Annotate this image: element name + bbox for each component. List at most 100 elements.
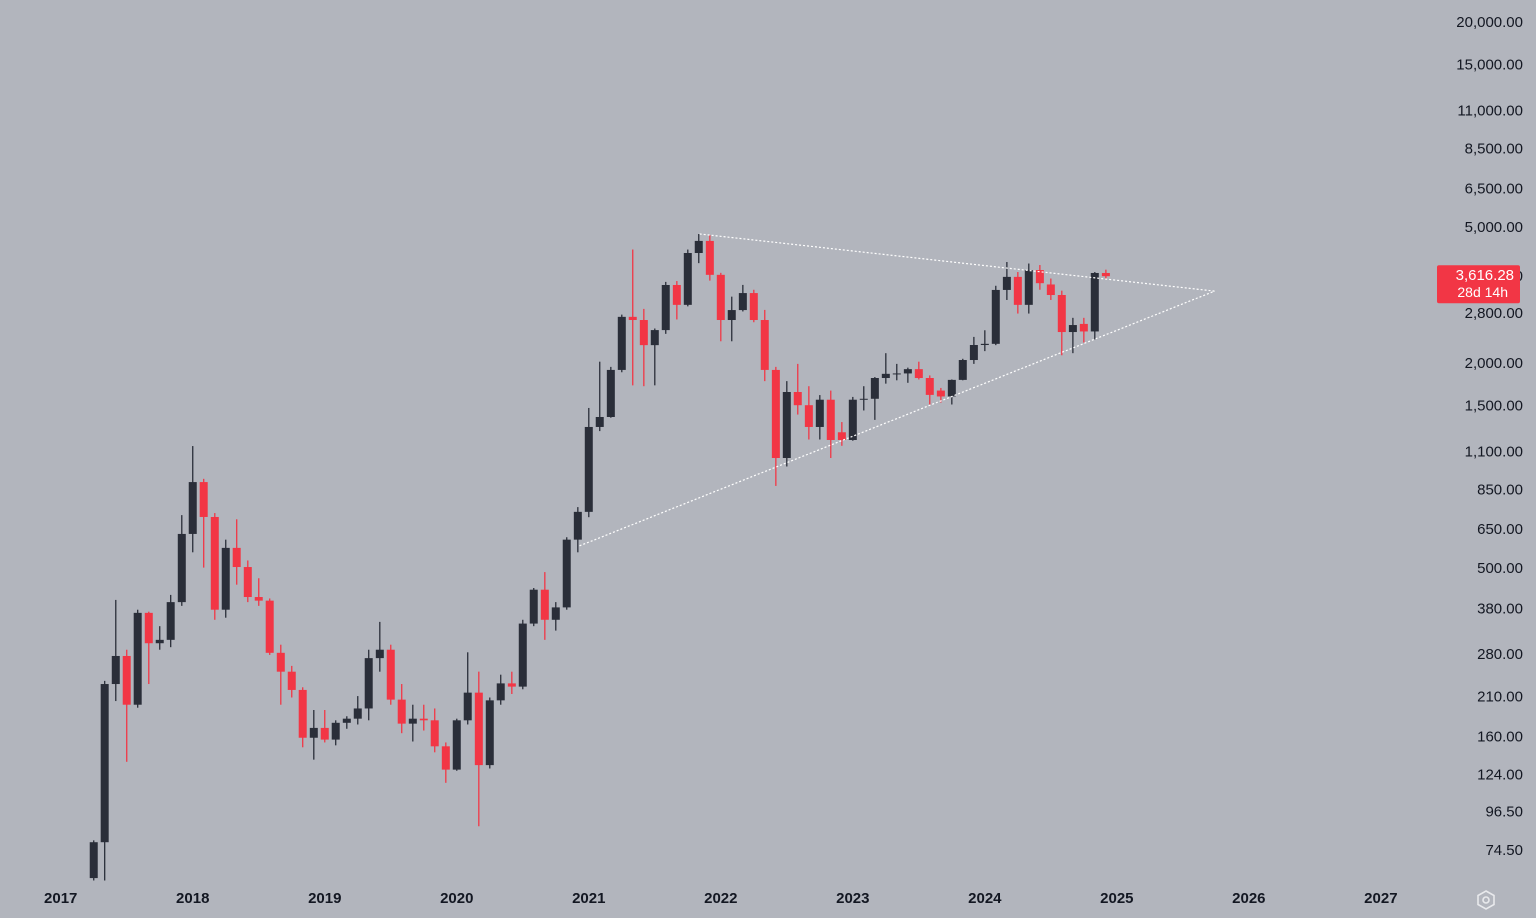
candle-body — [727, 310, 736, 321]
y-tick-label: 8,500.00 — [1465, 141, 1523, 158]
candle-body — [584, 426, 593, 512]
candle-body — [364, 658, 373, 709]
settings-circle[interactable] — [1482, 896, 1490, 904]
candle-body — [980, 343, 989, 346]
y-tick-label: 5,000.00 — [1465, 219, 1523, 236]
candle-body — [430, 720, 439, 747]
candle-body — [287, 671, 296, 690]
candle-body — [419, 718, 428, 721]
candle-body — [859, 398, 868, 400]
candle-body — [881, 373, 890, 379]
candle-body — [793, 392, 802, 406]
candle-body — [254, 597, 263, 601]
candle-body — [408, 718, 417, 724]
candle-body — [683, 253, 692, 305]
y-tick-label: 2,800.00 — [1465, 305, 1523, 322]
candle-body — [452, 720, 461, 770]
candle-body — [353, 708, 362, 719]
candle-body — [243, 567, 252, 598]
candle-body — [573, 511, 582, 540]
candle-body — [1057, 295, 1066, 333]
settings-icon[interactable] — [1477, 890, 1495, 910]
candle-body — [628, 316, 637, 321]
candle-body — [1035, 270, 1044, 284]
settings-hexagon[interactable] — [1477, 890, 1495, 910]
last-price-box — [1437, 265, 1520, 304]
y-tick-label: 74.50 — [1485, 842, 1523, 859]
candle-body — [837, 432, 846, 440]
candle-body — [1079, 323, 1088, 332]
candle-body — [1024, 270, 1033, 305]
x-tick-label: 2018 — [176, 890, 209, 907]
y-tick-label: 650.00 — [1477, 521, 1523, 538]
x-tick-label: 2025 — [1100, 890, 1133, 907]
candle-body — [397, 699, 406, 724]
x-tick-label: 2020 — [440, 890, 473, 907]
candle-body — [1046, 284, 1055, 296]
candle-body — [320, 727, 329, 740]
last-price-label: 3,616.28 — [1456, 267, 1514, 284]
y-tick-label: 11,000.00 — [1457, 103, 1523, 120]
candle-body — [969, 345, 978, 361]
candle-body — [804, 405, 813, 427]
candle-body — [826, 399, 835, 440]
y-tick-label: 20,000.00 — [1456, 14, 1523, 31]
candle-body — [617, 316, 626, 370]
y-tick-label: 124.00 — [1477, 766, 1523, 783]
candle-body — [749, 293, 758, 321]
candle-body — [738, 293, 747, 311]
candle-body — [111, 655, 120, 685]
y-tick-label: 500.00 — [1477, 560, 1523, 577]
candle-body — [276, 652, 285, 672]
candle-body — [694, 240, 703, 254]
candle-body — [705, 240, 714, 275]
candle-body — [892, 373, 901, 375]
candle-body — [661, 284, 670, 331]
y-tick-label: 1,100.00 — [1465, 443, 1523, 460]
candle-body — [936, 390, 945, 397]
candle-body — [298, 689, 307, 738]
candle-body — [122, 655, 131, 705]
x-tick-label: 2019 — [308, 890, 341, 907]
y-tick-label: 96.50 — [1485, 804, 1523, 821]
candle-body — [771, 369, 780, 458]
y-tick-label: 210.00 — [1477, 688, 1523, 705]
candle-body — [716, 274, 725, 321]
y-tick-label: 160.00 — [1477, 729, 1523, 746]
candle-body — [463, 692, 472, 721]
y-tick-label: 380.00 — [1477, 601, 1523, 618]
candle-body — [210, 516, 219, 610]
candle-body — [529, 589, 538, 624]
candle-body — [925, 378, 934, 395]
candle-body — [595, 416, 604, 427]
x-tick-label: 2027 — [1364, 890, 1397, 907]
candle-body — [903, 369, 912, 374]
candle-body — [958, 360, 967, 380]
candle-body — [848, 399, 857, 440]
x-tick-label: 2017 — [44, 890, 77, 907]
candle-body — [155, 639, 164, 644]
candle-body — [133, 612, 142, 705]
candle-body — [991, 289, 1000, 344]
candle-body — [309, 727, 318, 738]
candle-body — [386, 649, 395, 700]
y-tick-label: 850.00 — [1477, 482, 1523, 499]
candle-body — [331, 722, 340, 740]
candle-body — [518, 623, 527, 687]
candle-body — [232, 547, 241, 568]
candle-body — [485, 700, 494, 766]
candle-body — [815, 399, 824, 427]
candle-body — [870, 378, 879, 399]
x-tick-label: 2021 — [572, 890, 605, 907]
candle-body — [89, 842, 98, 879]
candle-body — [441, 746, 450, 770]
candle-body — [551, 607, 560, 620]
candle-body — [166, 602, 175, 640]
candle-body — [540, 589, 549, 620]
x-tick-label: 2022 — [704, 890, 737, 907]
candle-body — [199, 482, 208, 517]
candle-body — [188, 482, 197, 534]
y-tick-label: 6,500.00 — [1465, 180, 1523, 197]
bar-countdown: 28d 14h — [1457, 284, 1508, 300]
candle-body — [507, 683, 516, 687]
